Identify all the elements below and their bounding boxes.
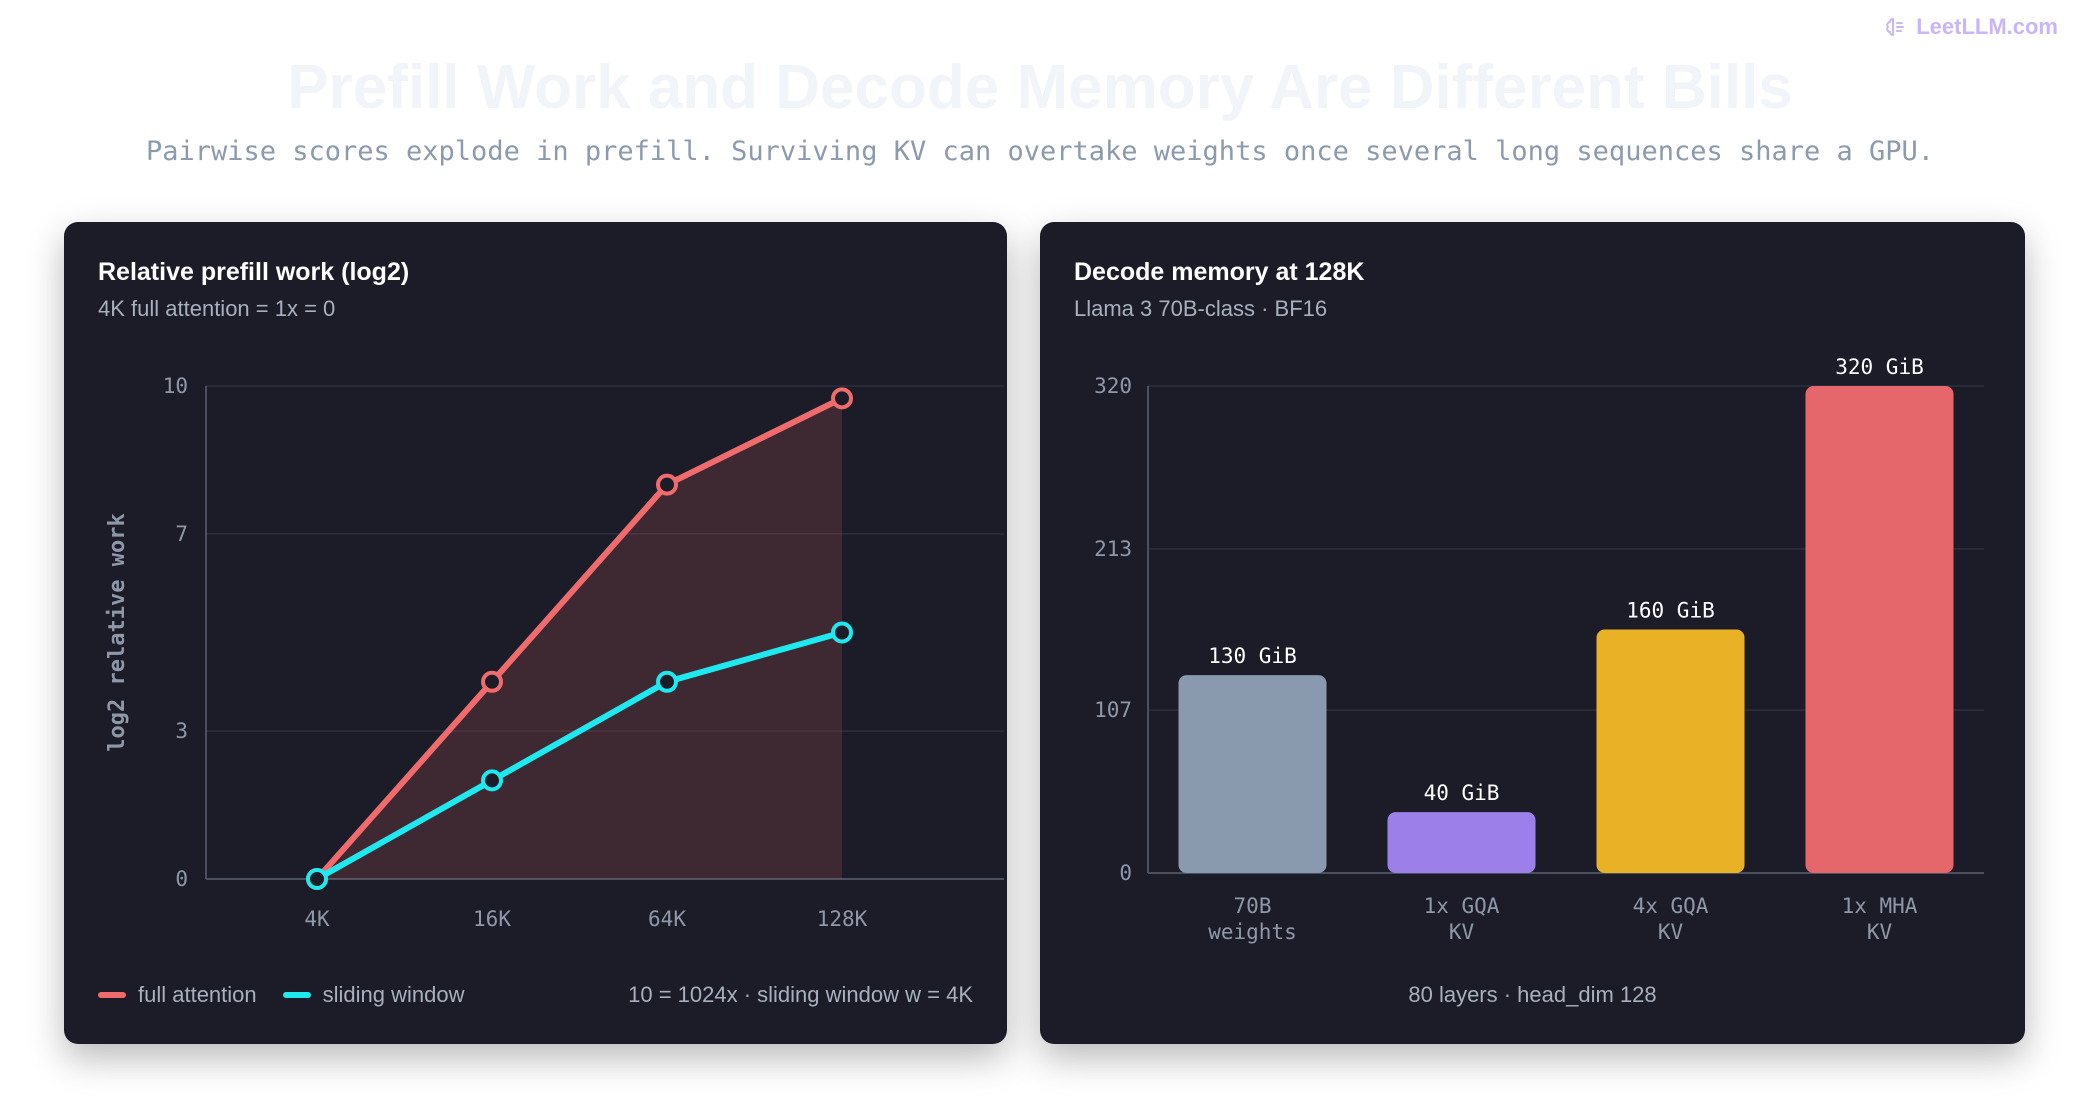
bar-value-label: 130 GiB (1208, 644, 1297, 668)
y-tick-label: 3 (175, 719, 188, 743)
full-attention-point (656, 473, 678, 496)
legend-label-sliding-window: sliding window (322, 982, 465, 1007)
x-tick-label: 16K (473, 907, 511, 931)
prefill-chart-title: Relative prefill work (log2) (98, 258, 410, 286)
bar-value-label: 320 GiB (1835, 355, 1924, 379)
x-tick-label: KV (1867, 920, 1893, 944)
legend-label-full-attention: full attention (138, 982, 257, 1007)
y-tick-label: 213 (1094, 537, 1132, 561)
bar (1178, 675, 1327, 873)
full-attention-area (317, 398, 842, 879)
x-tick-label: 1x MHA (1842, 894, 1918, 918)
x-tick-label: 4x GQA (1633, 894, 1709, 918)
brand-logo[interactable]: LeetLLM.com (1884, 14, 2058, 40)
brain-icon (1886, 18, 1905, 36)
y-tick-label: 0 (175, 867, 188, 891)
y-tick-label: 0 (1119, 861, 1132, 885)
bar (1805, 386, 1954, 873)
page-subtitle: Pairwise scores explode in prefill. Surv… (145, 136, 1935, 167)
prefill-legend: full attention sliding window (98, 982, 491, 1008)
sliding-window-point (831, 621, 853, 644)
y-tick-label: 320 (1094, 374, 1132, 398)
y-tick-label: 7 (175, 522, 188, 546)
x-tick-label: 128K (817, 907, 868, 931)
x-tick-label: 64K (648, 907, 686, 931)
legend-swatch-full-attention (98, 992, 126, 998)
x-tick-label: KV (1449, 920, 1475, 944)
full-attention-point (481, 670, 503, 693)
prefill-line-chart: 0 3 7 10 4K 16K 64K 128K log2 relative work (105, 374, 1004, 931)
bar (1596, 629, 1745, 873)
x-tick-label: 4K (304, 907, 330, 931)
full-attention-point (831, 387, 853, 410)
x-tick-label: 70B (1234, 894, 1272, 918)
prefill-chart-subtitle: 4K full attention = 1x = 0 (98, 296, 336, 321)
x-tick-label: KV (1658, 920, 1684, 944)
sliding-window-point (481, 769, 503, 792)
prefill-chart-note: 10 = 1024x · sliding window w = 4K (628, 982, 973, 1007)
y-axis-title: log2 relative work (105, 513, 130, 751)
x-tick-label: 1x GQA (1424, 894, 1500, 918)
legend-item-full-attention: full attention (98, 982, 257, 1008)
page-title: Prefill Work and Decode Memory Are Diffe… (287, 53, 1793, 122)
y-tick-label: 107 (1094, 698, 1132, 722)
decode-chart-title: Decode memory at 128K (1074, 258, 1365, 286)
decode-chart-footnote: 80 layers · head_dim 128 (1408, 982, 1657, 1007)
brand-name: LeetLLM.com (1916, 14, 2058, 39)
bar (1387, 812, 1536, 873)
bar-value-label: 160 GiB (1626, 599, 1715, 623)
sliding-window-point (306, 868, 328, 890)
decode-memory-panel: Decode memory at 128K Llama 3 70B-class … (1040, 222, 2025, 1044)
legend-item-sliding-window: sliding window (282, 982, 465, 1008)
decode-chart-subtitle: Llama 3 70B-class · BF16 (1074, 296, 1328, 321)
sliding-window-point (656, 670, 678, 693)
bar-value-label: 40 GiB (1424, 781, 1500, 805)
x-tick-label: weights (1208, 920, 1297, 944)
y-tick-label: 10 (163, 374, 188, 398)
prefill-chart-panel: Relative prefill work (log2) 4K full att… (64, 222, 1007, 1044)
sliding-window-line (314, 629, 845, 882)
legend-swatch-sliding-window (282, 992, 311, 998)
full-attention-line (314, 395, 845, 882)
